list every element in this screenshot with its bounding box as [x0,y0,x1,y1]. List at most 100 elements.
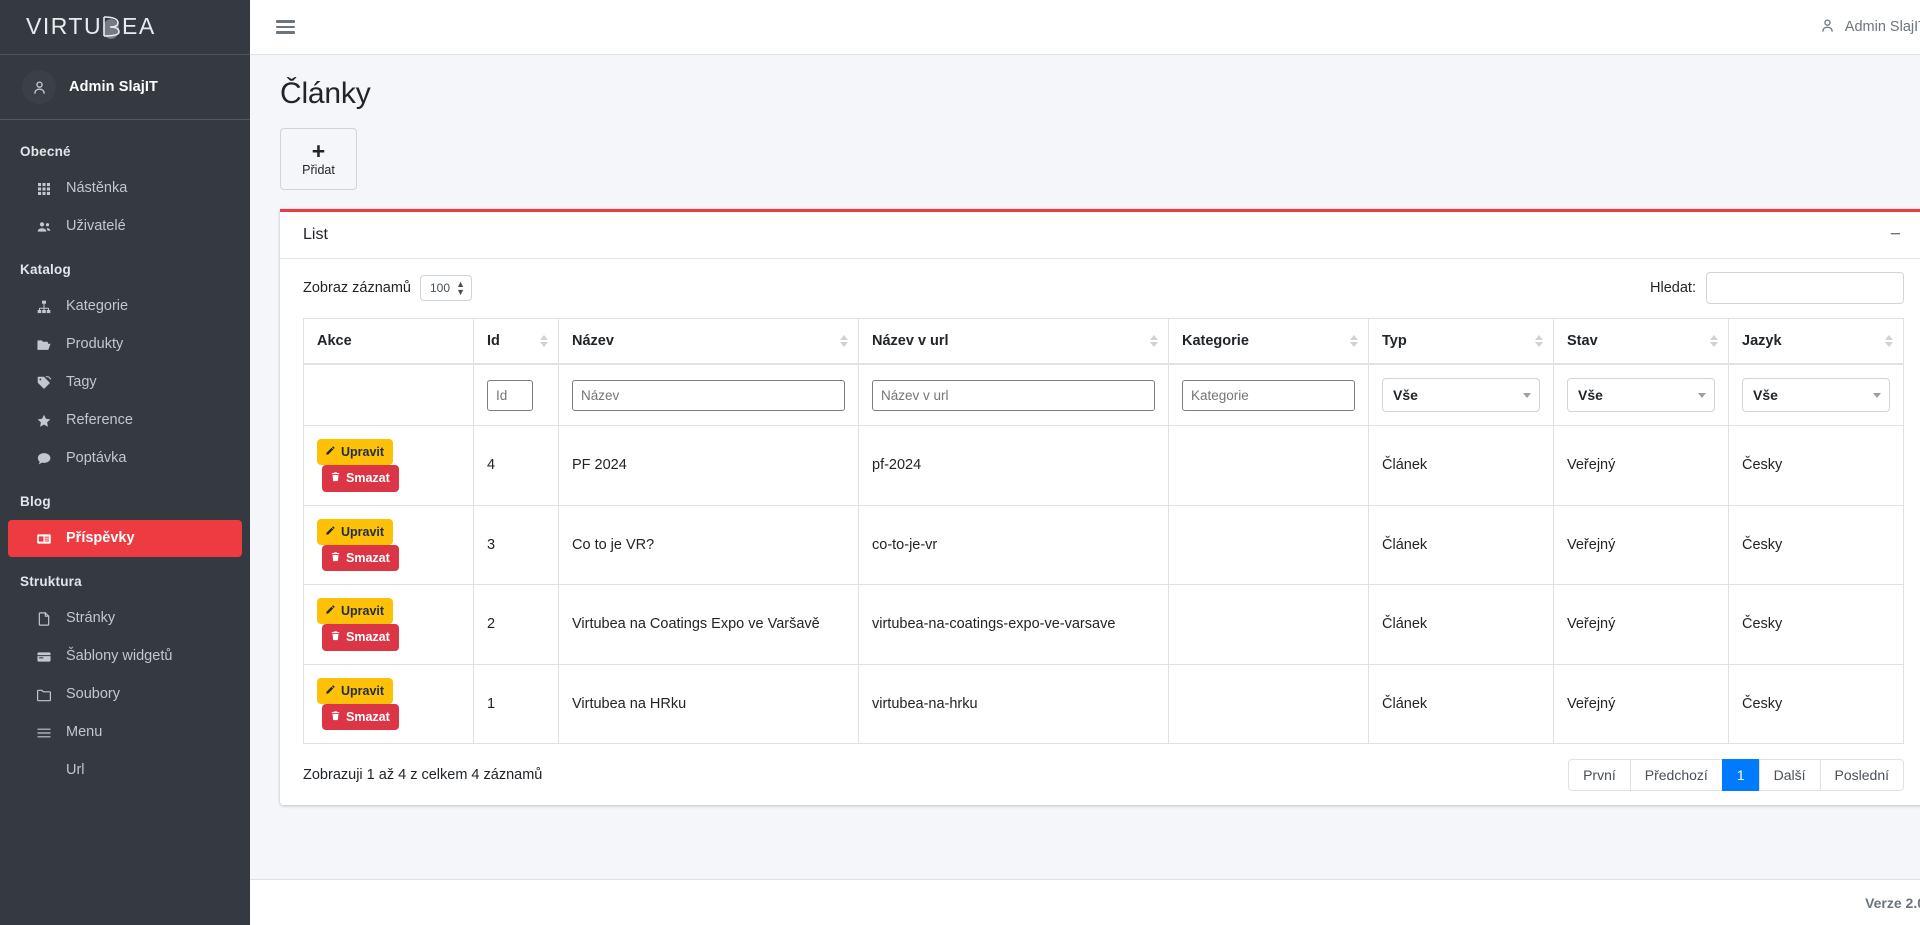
sidebar-item-label: Příspěvky [66,530,135,547]
cell-nazev-v-url: virtubea-na-coatings-expo-ve-varsave [858,584,1169,665]
sidebar-item-label: Produkty [66,336,124,353]
delete-button[interactable]: Smazat [322,703,399,730]
length-control: Zobraz záznamů 102550100 ▲▼ [303,275,472,301]
minus-icon[interactable]: − [1889,224,1901,245]
plus-icon: + [311,138,326,164]
svg-text:EA: EA [122,13,156,39]
sidebar-item-soubory[interactable]: Soubory [8,676,242,713]
sidebar-item-str-nky[interactable]: Stránky [8,600,242,637]
column-header-n-zev[interactable]: Název [558,318,859,365]
pencil-icon [325,524,336,540]
filter-input-n-zev-v-url[interactable] [872,379,1155,411]
cell-id: 2 [473,584,559,665]
cell-id: 1 [473,663,559,744]
cell-jazyk: Česky [1728,584,1904,665]
table-head: Akce Id Název Název v url Kategorie Typ Stav Ja… [303,318,1904,365]
filter-select-stav[interactable]: VšeVeřejný [1567,378,1715,412]
list-card: List − Zobraz záznamů 102550100 ▲▼ [280,209,1920,805]
pencil-icon [325,683,336,699]
cell-nazev: Co to je VR? [558,504,859,585]
column-header-typ[interactable]: Typ [1368,318,1554,365]
main-area: Admin SlajIT Články + Přidat List − Zobr… [250,0,1920,925]
sidebar-item-menu[interactable]: Menu [8,714,242,751]
tags-icon [34,374,54,392]
sidebar-item-p-sp-vky[interactable]: Příspěvky [8,520,242,558]
sidebar-item-tagy[interactable]: Tagy [8,364,242,401]
search-input[interactable] [1706,272,1904,304]
filter-select-jazyk[interactable]: VšeČesky [1742,378,1890,412]
column-header-kategorie[interactable]: Kategorie [1168,318,1369,365]
topbar-user-menu[interactable]: Admin SlajIT [1819,17,1920,38]
cell-typ: Článek [1368,504,1554,585]
cell-kategorie [1168,663,1369,744]
table-controls: Zobraz záznamů 102550100 ▲▼ Hledat: [303,272,1904,304]
sidebar-item-popt-vka[interactable]: Poptávka [8,440,242,477]
page-button-1[interactable]: 1 [1721,759,1760,791]
sidebar-nav: Obecné Nástěnka Uživatelé Katalog Kategorie P… [0,120,250,790]
sidebar-item-u-ivatel[interactable]: Uživatelé [8,208,242,245]
table-row: Upravit Smazat 3 Co to je VR? co-to-je-vr Člá… [303,504,1904,585]
cell-nazev-v-url: co-to-je-vr [858,504,1169,585]
newspaper-icon [34,530,54,548]
column-header-n-zev-v-url[interactable]: Název v url [858,318,1169,365]
delete-button-label: Smazat [346,550,390,565]
filter-input-n-zev[interactable] [572,379,845,411]
page-button-p-edchoz-[interactable]: Předchozí [1629,759,1723,791]
row-actions-cell: Upravit Smazat [303,504,474,585]
pagination: První Předchozí 1 Další Poslední [1568,759,1904,791]
version-label: Verze 2.0 [1865,894,1920,911]
hamburger-icon[interactable] [274,16,297,38]
sidebar-item-n-st-nka[interactable]: Nástěnka [8,170,242,207]
cell-kategorie [1168,425,1369,506]
window-icon [34,648,54,666]
sidebar-item-kategorie[interactable]: Kategorie [8,288,242,325]
length-select[interactable]: 102550100 [420,275,472,301]
column-header-id[interactable]: Id [473,318,559,365]
sort-icon [1885,335,1893,347]
cell-kategorie [1168,584,1369,665]
sidebar-item-produkty[interactable]: Produkty [8,326,242,363]
sidebar-item-label: Reference [66,412,133,429]
table-footer: Zobrazuji 1 až 4 z celkem 4 záznamů Prvn… [303,744,1904,791]
edit-button[interactable]: Upravit [317,677,394,704]
column-header-stav[interactable]: Stav [1553,318,1729,365]
sort-icon [1710,335,1718,347]
delete-button[interactable]: Smazat [322,624,399,651]
sort-icon [1150,335,1158,347]
filter-select-typ[interactable]: VšeČlánek [1382,378,1540,412]
brand-logo[interactable]: VIRTU EA [0,0,250,55]
edit-button[interactable]: Upravit [317,439,394,466]
edit-button[interactable]: Upravit [317,518,394,545]
table-row: Upravit Smazat 1 Virtubea na HRku virtubea-n… [303,663,1904,744]
sidebar-item-label: Stránky [66,610,116,627]
page-button-posledn-[interactable]: Poslední [1819,759,1904,791]
sidebar-item-label: Soubory [66,686,121,703]
sidebar-user-panel[interactable]: Admin SlajIT [0,55,250,120]
sidebar-item-label: Kategorie [66,298,129,315]
filter-input-id[interactable] [487,379,533,411]
trash-icon [330,709,341,725]
row-actions-cell: Upravit Smazat [303,663,474,744]
grid-icon [34,180,54,198]
edit-button[interactable]: Upravit [317,598,394,625]
virtubea-logo-icon: VIRTU EA [26,13,156,39]
page-title: Články [280,77,371,110]
sidebar-item-url[interactable]: Url [8,752,242,789]
sidebar-item-reference[interactable]: Reference [8,402,242,439]
cell-stav: Veřejný [1553,504,1729,585]
delete-button-label: Smazat [346,630,390,645]
filter-input-kategorie[interactable] [1182,379,1355,411]
delete-button[interactable]: Smazat [322,544,399,571]
cell-id: 3 [473,504,559,585]
add-button[interactable]: + Přidat [280,128,357,190]
page-button-dal-[interactable]: Další [1758,759,1821,791]
user-icon [1819,17,1836,38]
column-header-label: Jazyk [1742,333,1782,349]
delete-button-label: Smazat [346,471,390,486]
sidebar-item-ablony-widget[interactable]: Šablony widgetů [8,638,242,675]
delete-button[interactable]: Smazat [322,465,399,492]
page-button-prvn-[interactable]: První [1568,759,1631,791]
column-header-jazyk[interactable]: Jazyk [1728,318,1904,365]
trash-icon [330,550,341,566]
